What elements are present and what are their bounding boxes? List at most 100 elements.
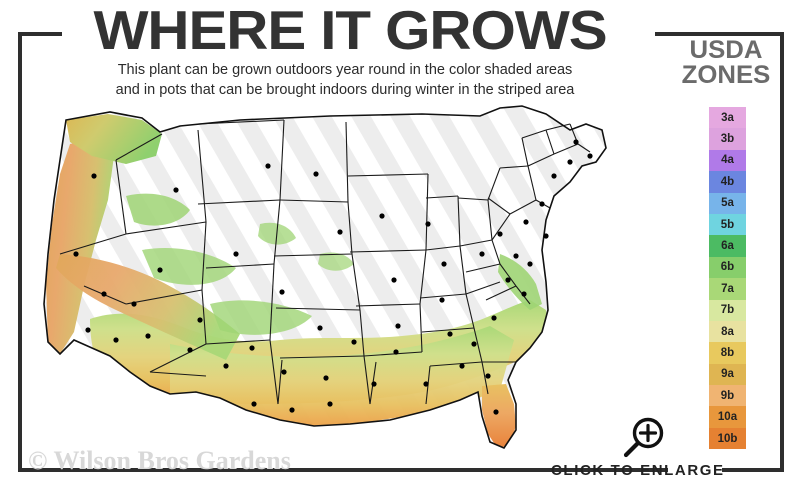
state-capital-dot	[539, 201, 545, 207]
state-capital-dot	[145, 333, 151, 339]
click-to-enlarge-label[interactable]: CLICK TO ENLARGE	[551, 462, 725, 479]
zone-swatch-label: 9a	[721, 368, 734, 381]
state-capital-dot	[439, 297, 445, 303]
state-capital-dot	[131, 301, 137, 307]
frame-left-edge	[18, 32, 22, 472]
state-border-line	[347, 201, 353, 255]
magnifier-plus-icon[interactable]	[620, 416, 666, 460]
zone-swatch-10a: 10a	[709, 406, 746, 428]
state-capital-dot	[327, 401, 333, 407]
state-border-line	[465, 263, 501, 273]
state-border-line	[277, 359, 283, 405]
state-border-line	[201, 221, 207, 291]
page-title: WHERE IT GROWS	[93, 0, 607, 61]
state-capital-dot	[521, 291, 527, 297]
state-border-line	[363, 351, 423, 357]
zone-swatch-label: 8b	[720, 346, 735, 359]
state-capital-dot	[527, 261, 533, 267]
state-border-line	[429, 361, 483, 367]
zone-swatch-10b: 10b	[709, 427, 746, 450]
watermark: © Wilson Bros Gardens	[28, 446, 291, 475]
usda-zone-map[interactable]	[30, 104, 650, 449]
state-border-line	[275, 307, 361, 311]
zone-swatch-6a: 6a	[709, 235, 746, 257]
state-border-line	[345, 121, 349, 203]
state-border-line	[269, 339, 279, 405]
state-capital-dot	[479, 251, 485, 257]
map-colored-region	[46, 114, 550, 448]
state-border-line	[457, 195, 461, 247]
state-border-line	[149, 343, 207, 373]
state-border-line	[491, 213, 511, 241]
state-border-line	[273, 199, 281, 265]
zone-swatch-7b: 7b	[709, 299, 746, 321]
legend-title-line-1: USDA	[689, 36, 763, 64]
frame-right-edge	[780, 36, 784, 472]
legend-title: USDA ZONES	[667, 38, 785, 88]
state-capital-dot	[371, 381, 377, 387]
zone-swatch-label: 7a	[721, 282, 734, 295]
zone-swatch-6b: 6b	[709, 256, 746, 279]
zone-swatch-9b: 9b	[709, 385, 746, 407]
state-capital-dot	[505, 277, 511, 283]
state-border-line	[421, 327, 475, 333]
zone-swatch-9a: 9a	[709, 363, 746, 386]
zone-swatch-label: 5a	[721, 197, 734, 210]
state-capital-dot	[251, 401, 257, 407]
state-border-line	[521, 137, 529, 167]
zone-swatch-label: 5b	[720, 218, 735, 231]
state-capital-dots	[73, 139, 593, 415]
state-border-line	[491, 239, 501, 265]
state-border-line	[553, 143, 579, 155]
state-capital-dot	[485, 373, 491, 379]
zone-legend-swatches: 3a 3b 4a 4b 5a 5b 6a 6b 7a 7b 8a 8b 9a 9b 10a 10b	[709, 107, 746, 450]
state-border-line	[527, 165, 537, 201]
zone-swatch-4b: 4b	[709, 171, 746, 193]
zone-swatch-3b: 3b	[709, 128, 746, 150]
state-capital-dot	[395, 323, 401, 329]
state-capital-dot	[491, 315, 497, 321]
state-capital-dot	[425, 221, 431, 227]
zone-swatch-8b: 8b	[709, 342, 746, 364]
state-capital-dot	[323, 375, 329, 381]
state-capital-dot	[249, 345, 255, 351]
state-border-line	[481, 361, 489, 395]
state-capital-dot	[337, 229, 343, 235]
frame-bottom-edge	[18, 468, 668, 472]
state-capital-dot	[233, 251, 239, 257]
zone-swatch-7a: 7a	[709, 278, 746, 300]
state-capital-dot	[551, 173, 557, 179]
country-outline	[43, 105, 607, 449]
state-capital-dot	[197, 317, 203, 323]
state-border-line	[351, 253, 361, 311]
state-border-line	[269, 263, 275, 341]
state-border-line	[197, 129, 207, 223]
frame-bottom-edge-right	[722, 468, 784, 472]
state-capital-dot	[313, 171, 319, 177]
state-border-line	[355, 303, 421, 307]
state-border-line	[487, 199, 493, 241]
state-capital-dot	[265, 163, 271, 169]
subtitle-line-1: This plant can be grown outdoors year ro…	[117, 62, 573, 78]
zone-swatch-5b: 5b	[709, 213, 746, 236]
state-border-line	[487, 167, 501, 201]
state-border-line	[205, 339, 271, 345]
state-border-line	[359, 309, 365, 357]
state-capital-dot	[73, 251, 79, 257]
zone-swatch-label: 6b	[720, 261, 735, 274]
map-svg[interactable]	[30, 104, 650, 449]
state-border-line	[205, 263, 275, 269]
frame-top-edge-left	[18, 32, 62, 36]
zone-swatch-4a: 4a	[709, 149, 746, 172]
state-capital-dot	[447, 331, 453, 337]
frame-top-edge-right	[655, 32, 784, 36]
zone-swatch-8a: 8a	[709, 320, 746, 343]
state-border-line	[59, 233, 127, 255]
state-capital-dot	[351, 339, 357, 345]
state-capital-dot	[441, 261, 447, 267]
state-border-line	[545, 123, 571, 131]
state-capital-dot	[281, 369, 287, 375]
state-border-line	[487, 197, 511, 215]
zone-swatch-label: 7b	[720, 304, 735, 317]
